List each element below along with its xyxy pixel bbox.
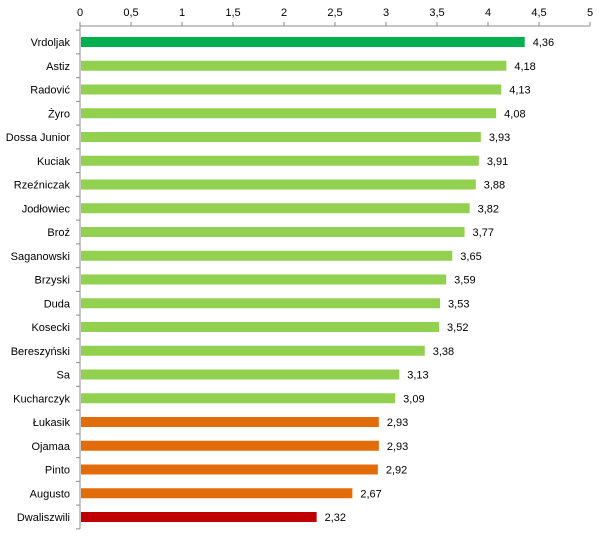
data-label: 3,88 [484,180,505,192]
bar [81,512,317,522]
category-label: Sa [57,370,71,382]
data-label: 3,93 [489,132,510,144]
data-label: 4,18 [514,61,535,73]
bar [81,179,476,190]
data-label: 2,67 [360,488,381,500]
data-label: 2,93 [387,441,408,453]
data-label: 3,77 [473,227,494,239]
bar [81,132,481,142]
x-tick-label: 5 [587,7,593,19]
bar [81,203,470,214]
bar [81,417,379,427]
bar [81,488,353,499]
bar [81,155,479,166]
bar [81,464,378,475]
category-label: Vrdoljak [31,37,71,49]
data-label: 4,08 [504,108,525,120]
x-tick-label: 3 [383,7,389,19]
bar [81,227,465,237]
data-label: 4,13 [509,85,530,97]
category-label: Augusto [30,488,70,500]
category-label: Brzyski [35,275,70,287]
data-label: 2,92 [386,465,407,477]
category-label: Łukasik [33,417,71,429]
data-label: 3,65 [460,251,481,263]
x-tick-label: 1 [179,7,185,19]
category-label: Ojamaa [31,441,70,453]
category-label: Broź [47,227,70,239]
category-label: Duda [44,298,71,310]
x-tick-label: 0,5 [123,7,138,19]
data-label: 3,53 [448,298,469,310]
x-axis: 0 0,5 1 1,5 2 2,5 3 3,5 4 4,5 5 [76,7,593,530]
bar [81,60,507,71]
x-tick-label: 2 [281,7,287,19]
bar [81,250,453,261]
category-label: Bereszyński [11,346,70,358]
category-label: Pinto [45,465,70,477]
bar [81,84,502,95]
x-tick-label: 4 [485,7,491,19]
data-label: 3,91 [487,156,508,168]
category-label: Rzeźniczak [14,180,71,192]
x-tick-label: 2,5 [327,7,342,19]
category-label: Saganowski [11,251,70,263]
data-label: 4,36 [533,37,554,49]
data-label: 3,38 [433,346,454,358]
category-label: Dwaliszwili [17,512,70,524]
category-label: Kucharczyk [13,393,70,405]
x-tick-label: 1,5 [225,7,240,19]
x-tick-label: 3,5 [429,7,444,19]
bar [81,108,497,119]
data-label: 3,59 [454,275,475,287]
data-label: 2,32 [325,512,346,524]
bar [81,393,396,404]
bar [81,274,447,285]
category-labels: Vrdoljak Astiz Radović Żyro Dossa Junior Kuci… [6,37,71,524]
bar [81,37,525,47]
bar [81,322,440,332]
bar [81,345,425,356]
data-label: 3,13 [407,370,428,382]
category-label: Jodłowiec [22,203,71,215]
data-label: 3,52 [447,322,468,334]
x-tick-label: 0 [77,7,83,19]
bar [81,298,441,309]
bar [81,369,400,380]
data-label: 2,93 [387,417,408,429]
data-labels: 4,36 4,18 4,13 4,08 3,93 3,91 3,88 3,82 3,77 3,65… [325,37,555,524]
data-label: 3,09 [403,393,424,405]
bars [81,37,525,522]
data-label: 3,82 [478,203,499,215]
category-label: Żyro [48,107,70,120]
category-label: Kosecki [31,322,70,334]
category-label: Dossa Junior [6,132,71,144]
category-label: Astiz [46,61,70,73]
bar [81,440,379,451]
category-label: Radović [30,85,70,97]
category-label: Kuciak [37,156,71,168]
x-tick-label: 4,5 [531,7,546,19]
